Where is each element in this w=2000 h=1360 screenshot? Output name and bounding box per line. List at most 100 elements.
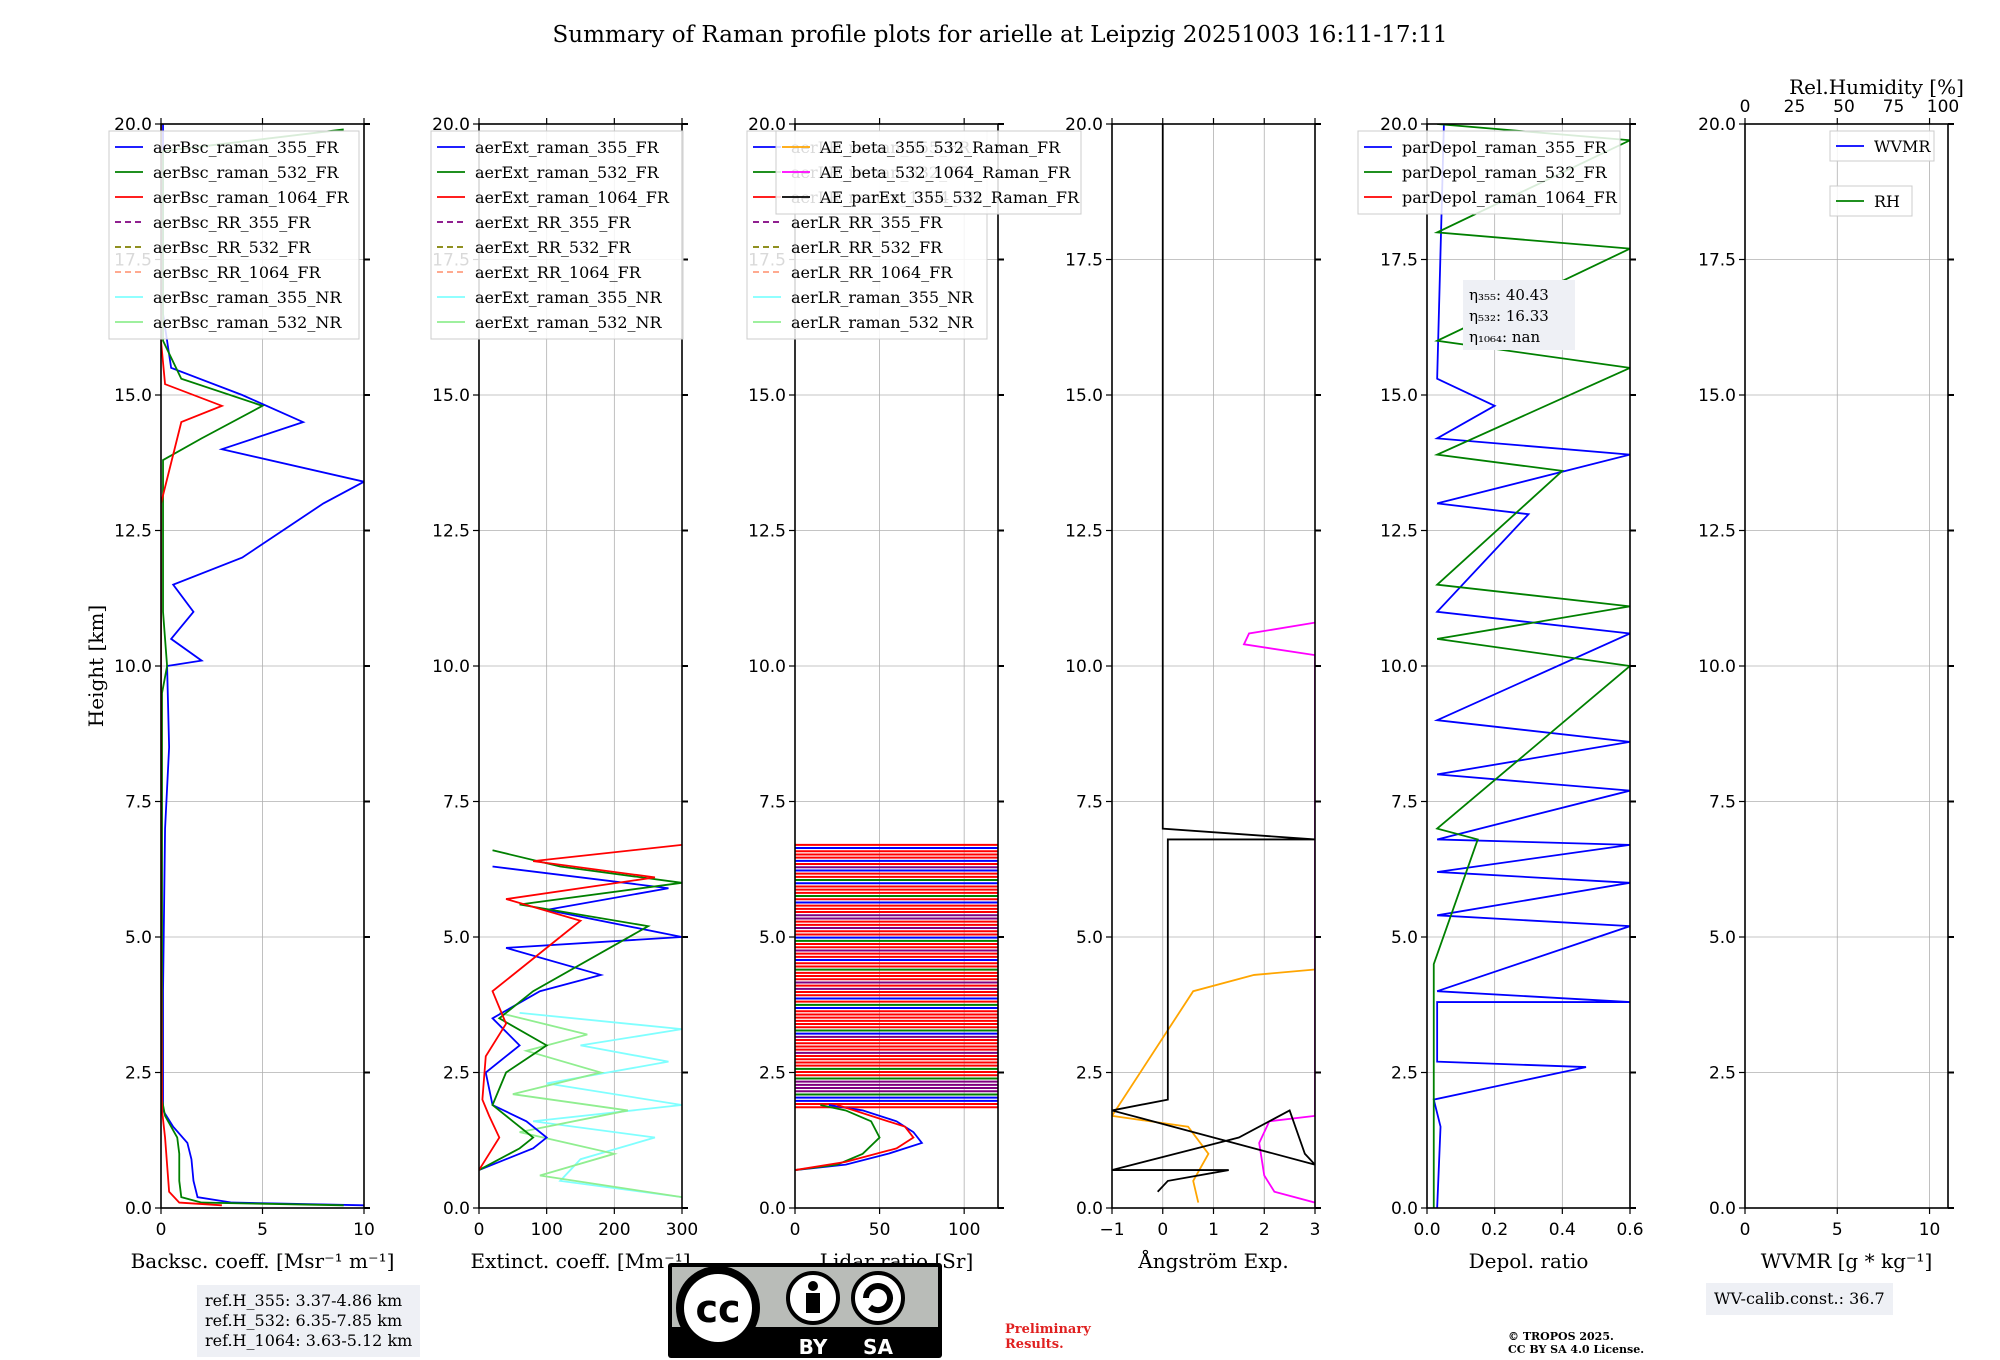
xtick-label: 10 [353, 1220, 375, 1240]
ytick-label: 7.5 [125, 793, 152, 813]
ytick-label: 10.0 [1380, 657, 1418, 677]
top-xtick-label: 100 [1927, 97, 1959, 117]
xtick-label: 50 [869, 1220, 891, 1240]
ytick-label: 15.0 [1065, 386, 1103, 406]
ytick-label: 10.0 [114, 657, 152, 677]
series-aerBsc_raman_1064_FR [161, 124, 225, 1207]
plot-area-ae [1112, 124, 1315, 1204]
axes-frame [1426, 123, 1631, 1209]
xtick-label: 300 [666, 1220, 698, 1240]
legend-wv: WVMR RH [1829, 130, 1935, 217]
ytick-label: 15.0 [748, 386, 786, 406]
depol-annotation-line: η₁₀₆₄: nan [1469, 328, 1540, 346]
depol-annotation-box [1463, 280, 1575, 350]
panel-lr: 0.02.55.07.510.012.515.017.520.0050100Li… [746, 115, 1004, 1273]
ytick-label: 5.0 [1391, 928, 1418, 948]
legend-label: AE_beta_532_1064_Raman_FR [819, 163, 1071, 182]
xlabel-ext: Extinct. coeff. [Mm⁻¹] [470, 1249, 690, 1273]
legend-label: RH [1874, 192, 1900, 211]
axes-frame [1111, 123, 1316, 1209]
panels: 0.02.55.07.510.012.515.017.520.00510Back… [84, 75, 1964, 1273]
legend-label: aerLR_RR_355_FR [791, 213, 943, 232]
panel-bsc: 0.02.55.07.510.012.515.017.520.00510Back… [84, 115, 394, 1273]
ytick-label: 2.5 [1076, 1064, 1103, 1084]
top-xtick-label: 50 [1833, 97, 1855, 117]
ytick-label: 15.0 [1380, 386, 1418, 406]
xtick-label: 10 [1919, 1220, 1941, 1240]
legend-label: aerBsc_RR_1064_FR [153, 263, 322, 282]
ytick-label: 5.0 [1076, 928, 1103, 948]
legend-box [1357, 130, 1621, 215]
legend-label: aerBsc_raman_355_NR [153, 288, 342, 307]
axes-frame [160, 123, 365, 1209]
panel-depol: 0.0 2.5 5.0 7.5 10.0 12.5 15.0 17.5 20.0 0.0 0.2 0.… [1357, 115, 1644, 1273]
depol-annotation-line: η₅₃₂: 16.33 [1469, 307, 1549, 325]
legend-depol: parDepol_raman_355_FR parDepol_raman_532_… [1357, 130, 1621, 215]
series-aerLR_raman_355_FR [795, 1104, 924, 1171]
ylabel: Height [km] [84, 605, 108, 727]
ytick-label: 2.5 [443, 1064, 470, 1084]
ytick-label: 17.5 [1380, 251, 1418, 271]
copyright-note: © TROPOS 2025. CC BY SA 4.0 License. [1508, 1330, 1645, 1356]
legend-box [775, 130, 1082, 215]
xtick-label: 0 [1740, 1220, 1751, 1240]
legend-label: aerExt_RR_355_FR [475, 213, 632, 232]
legend-label: aerLR_raman_355_NR [791, 288, 974, 307]
xtick-label: 0 [156, 1220, 167, 1240]
legend-label: aerExt_raman_532_FR [475, 163, 660, 182]
by-icon-head [808, 1281, 818, 1291]
legend-label: aerLR_RR_1064_FR [791, 263, 953, 282]
legend-label: aerBsc_RR_355_FR [153, 213, 311, 232]
depol-annotation-line: η₃₅₅: 40.43 [1469, 286, 1549, 304]
legend-label: aerExt_raman_1064_FR [475, 188, 670, 207]
legend-label: AE_parExt_355_532_Raman_FR [819, 188, 1080, 207]
xtick-label: 3 [1310, 1220, 1321, 1240]
ytick-label: 2.5 [1709, 1064, 1736, 1084]
ytick-label: 0.0 [125, 1199, 152, 1219]
axes-frame [478, 123, 683, 1209]
legend-label: aerBsc_raman_355_FR [153, 138, 339, 157]
ytick-label: 7.5 [759, 793, 786, 813]
legend-label: aerExt_raman_355_FR [475, 138, 660, 157]
xtick-label: 0 [1157, 1220, 1168, 1240]
ytick-label: 10.0 [748, 657, 786, 677]
ytick-label: 0.0 [1709, 1199, 1736, 1219]
xtick-label: 5 [257, 1220, 268, 1240]
ytick-label: 15.0 [432, 386, 470, 406]
legend-ae: AE_beta_355_532_Raman_FR AE_beta_532_1064… [775, 130, 1082, 215]
plot-area-lr [795, 843, 998, 1171]
ytick-label: 20.0 [432, 115, 470, 135]
cc-icon [684, 1274, 752, 1342]
legend-bsc: aerBsc_raman_355_FR aerBsc_raman_532_FRae… [108, 130, 360, 340]
legend-label: WVMR [1874, 137, 1931, 156]
ytick-label: 12.5 [432, 522, 470, 542]
ytick-label: 5.0 [125, 928, 152, 948]
cc-by-sa-badge: cc BY SA [668, 1263, 942, 1359]
ytick-label: 15.0 [114, 386, 152, 406]
legend-label: aerLR_RR_532_FR [791, 238, 943, 257]
sa-icon [851, 1271, 905, 1325]
legend-label: aerExt_raman_532_NR [475, 313, 663, 332]
ytick-label: 15.0 [1698, 386, 1736, 406]
series-aerLR_raman_532_FR [795, 1104, 881, 1171]
series-aerExt_raman_532_NR [499, 1012, 682, 1199]
ytick-label: 10.0 [432, 657, 470, 677]
xtick-label: 100 [948, 1220, 980, 1240]
legend-label: aerBsc_RR_532_FR [153, 238, 311, 257]
legend-label: aerExt_RR_532_FR [475, 238, 632, 257]
xlabel-wv: WVMR [g * kg⁻¹] [1761, 1249, 1933, 1273]
figure-title: Summary of Raman profile plots for ariel… [552, 22, 1448, 48]
legend-label: aerLR_raman_532_NR [791, 313, 974, 332]
preliminary-note: Preliminary Results. [1005, 1322, 1091, 1352]
legend-label: aerBsc_raman_532_FR [153, 163, 339, 182]
legend-label: aerExt_raman_355_NR [475, 288, 663, 307]
series-aerExt_raman_532_FR [479, 849, 682, 1171]
ytick-label: 20.0 [1698, 115, 1736, 135]
ytick-label: 0.0 [759, 1199, 786, 1219]
xlabel-ae: Ångström Exp. [1137, 1248, 1288, 1273]
ytick-label: 2.5 [125, 1064, 152, 1084]
ytick-label: 2.5 [1391, 1064, 1418, 1084]
legend-label: parDepol_raman_1064_FR [1402, 188, 1618, 207]
ytick-label: 12.5 [1380, 522, 1418, 542]
